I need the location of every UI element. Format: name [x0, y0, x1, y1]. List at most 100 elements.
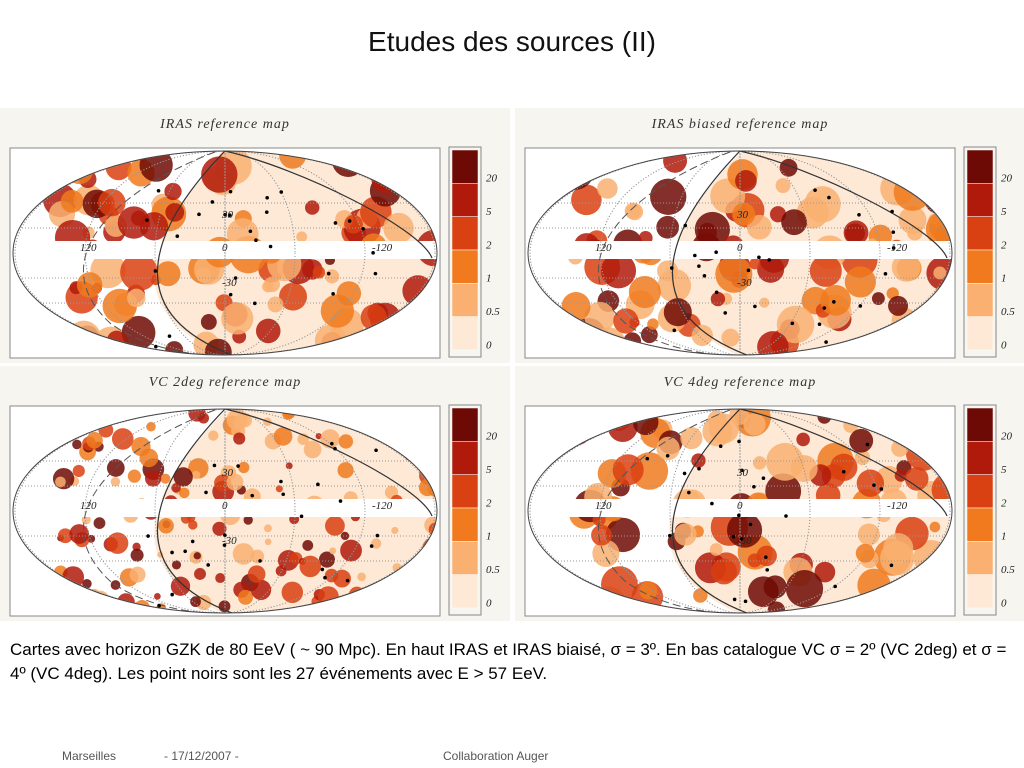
density-blob	[721, 328, 740, 347]
colorbar-label: 20	[1001, 431, 1013, 443]
density-blob	[188, 520, 198, 530]
meridian	[154, 409, 296, 613]
density-blob	[883, 533, 914, 564]
density-blob	[127, 288, 146, 308]
density-blob	[904, 466, 929, 491]
map-panel: VC 4deg reference map 30 0 -30 120 -120 20 5 2 1 0…	[515, 366, 1024, 621]
meridian	[599, 151, 881, 355]
density-blob	[843, 220, 869, 246]
density-blob	[597, 178, 618, 199]
event-dot	[197, 212, 201, 217]
footer-date: - 17/12/2007 -	[164, 749, 239, 763]
density-blob	[371, 538, 382, 549]
density-blob	[193, 552, 201, 560]
density-blob	[710, 291, 726, 307]
density-blob	[340, 531, 350, 541]
event-dot	[223, 212, 227, 217]
density-blob	[830, 453, 858, 482]
density-blob	[732, 202, 756, 226]
density-blob	[933, 266, 947, 280]
density-blob	[264, 524, 272, 533]
density-blob	[857, 523, 880, 546]
colorbar-label: 5	[1001, 464, 1007, 476]
grid-label: -120	[887, 500, 908, 512]
colorbar-cell	[451, 216, 479, 251]
event-dot	[718, 444, 723, 448]
grid-label: 120	[595, 500, 612, 512]
caption: Cartes avec horizon GZK de 80 EeV ( ~ 90…	[10, 640, 1007, 683]
colorbar-cell	[966, 283, 994, 317]
density-blob	[680, 426, 703, 450]
density-blob	[76, 272, 103, 298]
density-blob	[715, 255, 753, 293]
map-panel: IRAS reference map 30 0 -30 120 -120 20 5 2 1 0.5 0	[0, 108, 510, 363]
colorbar-label: 2	[486, 239, 492, 251]
colorbar-cell	[966, 441, 994, 475]
event-dot	[345, 578, 350, 583]
event-dot	[668, 533, 672, 538]
density-blob	[215, 572, 226, 584]
slide-title: Etudes des sources (II)	[368, 26, 656, 57]
event-dot	[833, 584, 837, 589]
density-blob	[275, 565, 287, 577]
density-blob	[344, 214, 363, 234]
event-dot	[347, 219, 352, 223]
event-dot	[331, 292, 335, 296]
event-dot	[279, 190, 284, 194]
colorbar-cell	[966, 507, 994, 542]
colorbar-frame	[963, 146, 997, 358]
density-blob	[746, 214, 772, 240]
event-dot	[857, 213, 861, 217]
event-dot	[146, 534, 150, 538]
event-dot	[645, 456, 650, 461]
density-blob	[338, 434, 354, 449]
density-blob	[592, 539, 620, 567]
density-blob	[315, 433, 322, 440]
density-blob	[212, 521, 227, 536]
density-blob	[767, 601, 786, 613]
density-blob	[357, 572, 366, 582]
event-dot	[739, 537, 744, 541]
density-blob	[121, 315, 156, 350]
density-blob	[711, 558, 737, 585]
colorbar-cell	[966, 574, 994, 609]
map-title: VC 2deg reference map	[149, 375, 302, 390]
colorbar-label: 1	[486, 273, 492, 285]
density-blob	[856, 469, 885, 497]
grid-label: -30	[737, 535, 752, 547]
colorbar-label: 1	[486, 531, 492, 543]
density-blob	[264, 538, 272, 546]
map-outline	[12, 150, 438, 356]
density-blob	[171, 560, 182, 570]
event-dot	[258, 559, 262, 563]
density-blob	[790, 455, 818, 482]
grid-label: 120	[80, 242, 97, 254]
meridian	[84, 409, 366, 613]
meridian	[529, 151, 951, 355]
sky-map	[13, 409, 437, 613]
density-blob	[57, 528, 73, 544]
density-blob	[891, 252, 921, 282]
event-dot	[156, 188, 161, 193]
event-dot	[369, 544, 374, 548]
density-blob	[165, 202, 185, 222]
map-panel: VC 2deg reference map 30 0 -30 120 -120 20 5 2 1 0…	[0, 366, 510, 621]
grid-label: 0	[222, 242, 228, 254]
colorbar-cell	[451, 507, 479, 542]
event-dot	[227, 213, 232, 217]
event-dot	[320, 567, 325, 572]
map-title: IRAS biased reference map	[651, 117, 829, 132]
map-title: IRAS reference map	[159, 117, 290, 132]
density-blob	[279, 282, 308, 311]
density-blob	[117, 206, 151, 239]
event-dot	[687, 490, 691, 495]
density-blob	[727, 512, 763, 548]
map-outline	[527, 150, 953, 356]
density-blob	[120, 253, 158, 291]
footer-org: Collaboration Auger	[443, 749, 549, 763]
colorbar-cell	[966, 316, 994, 351]
density-blob	[130, 548, 144, 562]
event-dot	[879, 487, 884, 491]
